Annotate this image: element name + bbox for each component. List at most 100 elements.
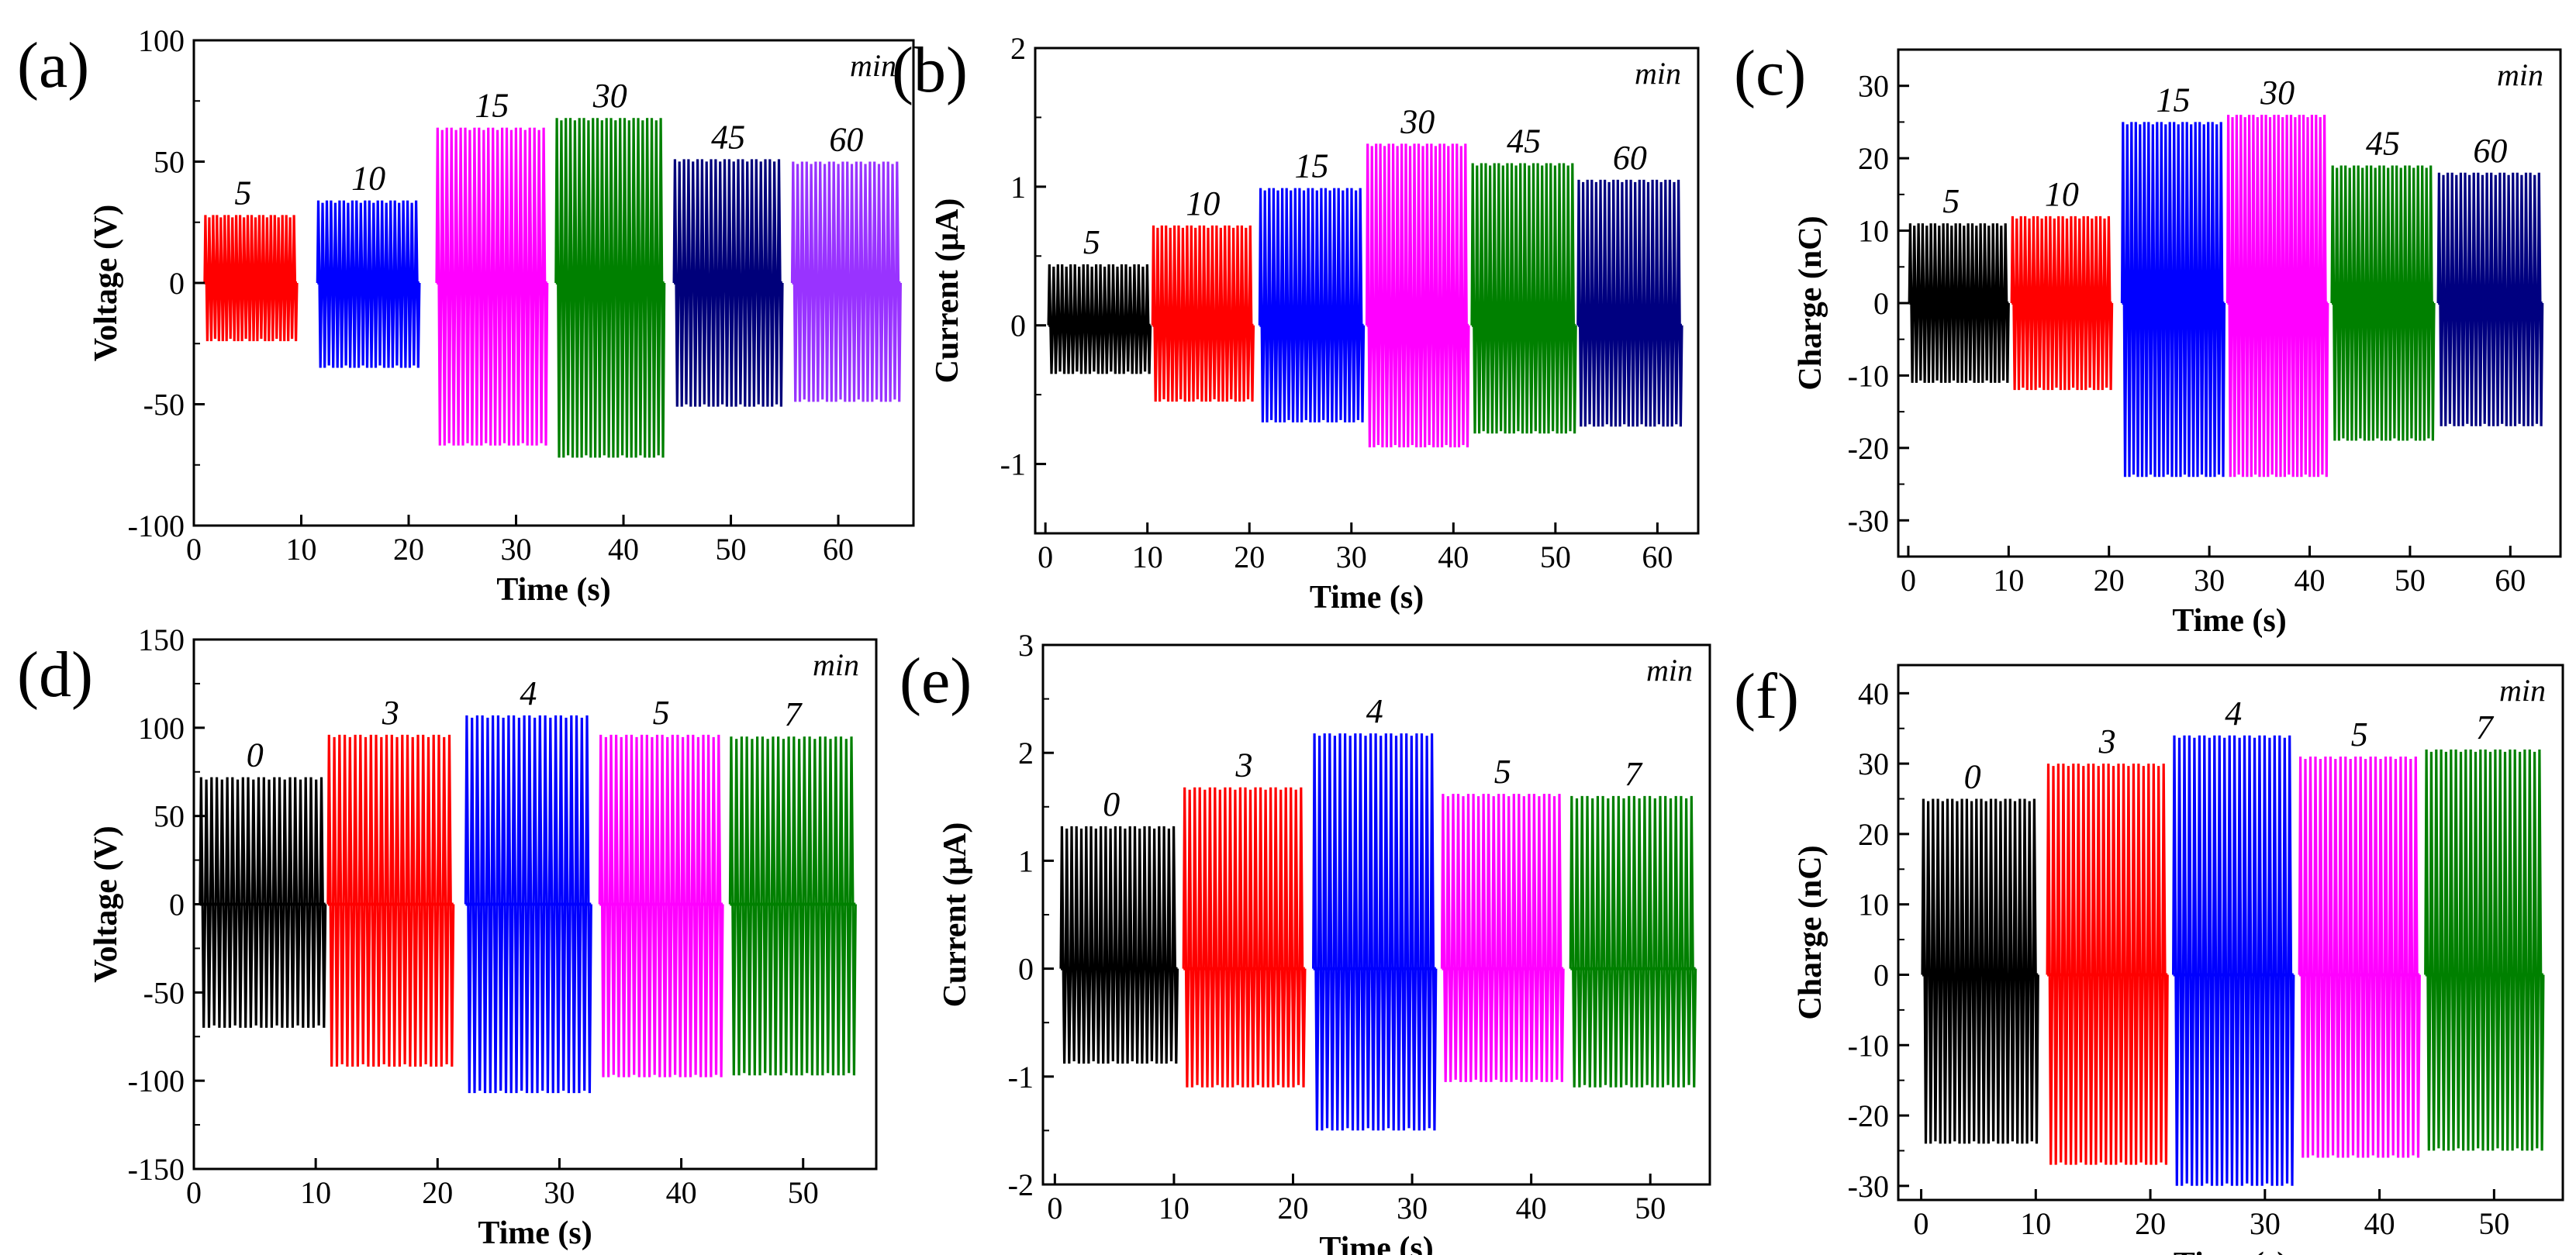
block-label: 4 [520, 674, 537, 712]
data-block-3 [1182, 787, 1307, 1088]
panel-label: (c) [1734, 37, 1806, 109]
x-tick-label: 30 [1397, 1191, 1428, 1226]
y-tick-label: 0 [1018, 952, 1034, 987]
y-axis-label: Voltage (V) [88, 205, 124, 362]
unit-label: min [813, 647, 859, 682]
x-tick-label: 10 [286, 532, 317, 567]
y-tick-label: -1 [1008, 1060, 1034, 1095]
data-block-15 [1258, 188, 1366, 422]
y-tick-label: 10 [1858, 888, 1889, 922]
block-label: 5 [1083, 223, 1100, 261]
y-tick-label: 100 [138, 711, 185, 746]
x-tick-label: 0 [1914, 1206, 1929, 1241]
y-tick-label: 3 [1018, 628, 1034, 663]
block-label: 7 [2476, 709, 2495, 746]
x-axis-label: Time (s) [1319, 1231, 1433, 1255]
panel-label: (e) [900, 645, 972, 717]
unit-label: min [2499, 673, 2546, 708]
data-block-5 [1047, 264, 1152, 374]
block-label: 60 [829, 121, 863, 159]
x-tick-label: 30 [501, 532, 532, 567]
y-tick-label: -30 [1848, 503, 1889, 538]
block-label: 7 [784, 695, 803, 733]
x-tick-label: 0 [1047, 1191, 1062, 1226]
x-tick-label: 10 [1993, 563, 2024, 598]
block-label: 0 [1103, 785, 1120, 823]
axes-frame [1897, 664, 2564, 1202]
y-axis-label: Charge (nC) [1793, 215, 1828, 390]
block-label: 5 [1942, 182, 1960, 220]
axes-frame [1034, 47, 1700, 535]
y-axis-label: Voltage (V) [88, 826, 124, 983]
x-tick-label: 30 [2250, 1206, 2281, 1241]
block-label: 15 [475, 87, 509, 125]
x-axis-label: Time (s) [2174, 1246, 2288, 1255]
block-label: 10 [2045, 175, 2079, 213]
block-label: 3 [382, 694, 399, 732]
block-label: 3 [2098, 722, 2116, 760]
x-axis-label: Time (s) [1310, 580, 1424, 615]
x-tick-label: 40 [2295, 563, 2326, 598]
block-label: 0 [1964, 758, 1981, 796]
x-tick-label: 60 [1642, 540, 1673, 574]
x-tick-label: 20 [393, 532, 424, 567]
data-block-3 [2046, 764, 2169, 1165]
y-tick-label: 50 [154, 145, 185, 180]
block-label: 10 [1186, 184, 1220, 222]
x-tick-label: 10 [2020, 1206, 2051, 1241]
data-block-7 [2424, 749, 2545, 1151]
block-label: 30 [592, 77, 627, 115]
unit-label: min [1646, 653, 1693, 688]
y-tick-label: -50 [143, 388, 185, 422]
x-tick-label: 50 [2478, 1206, 2509, 1241]
x-tick-label: 50 [1635, 1191, 1666, 1226]
x-axis-label: Time (s) [2172, 603, 2286, 639]
y-tick-label: -30 [1848, 1169, 1889, 1204]
x-tick-label: 10 [1132, 540, 1163, 574]
data-block-0 [1059, 826, 1179, 1064]
data-block-60 [2436, 172, 2544, 426]
block-label: 45 [711, 118, 745, 156]
y-tick-label: 1 [1018, 843, 1034, 878]
y-tick-label: -10 [1848, 1028, 1889, 1063]
y-tick-label: 0 [169, 266, 185, 301]
y-tick-label: 2 [1018, 736, 1034, 771]
x-tick-label: 50 [716, 532, 747, 567]
y-tick-label: -1 [1000, 447, 1026, 482]
y-tick-label: -20 [1848, 1098, 1889, 1133]
block-label: 45 [1507, 122, 1541, 160]
data-block-7 [728, 736, 857, 1076]
y-tick-label: 40 [1858, 676, 1889, 711]
x-tick-label: 30 [2194, 563, 2225, 598]
x-tick-label: 50 [2395, 563, 2426, 598]
y-tick-label: 30 [1858, 746, 1889, 781]
x-tick-label: 30 [1336, 540, 1367, 574]
x-tick-label: 40 [666, 1175, 697, 1210]
chart-panel-d: 0 3 4 5 7 0 10 20 30 40 50 -150 -100 -50 0 50 100 150 Time… [17, 622, 878, 1251]
data-block-4 [1312, 733, 1438, 1131]
x-tick-label: 0 [1901, 563, 1916, 598]
y-tick-label: -20 [1848, 431, 1889, 466]
block-label: 5 [653, 694, 670, 732]
y-tick-label: -100 [128, 509, 185, 543]
y-tick-label: 0 [1873, 957, 1889, 992]
y-tick-label: -100 [128, 1064, 185, 1098]
x-tick-label: 20 [422, 1175, 453, 1210]
x-tick-label: 10 [300, 1175, 331, 1210]
data-block-30 [554, 118, 666, 458]
x-tick-label: 40 [1438, 540, 1469, 574]
y-tick-label: -150 [128, 1152, 185, 1187]
data-block-10 [1151, 225, 1255, 402]
block-label: 4 [1366, 692, 1383, 730]
panel-label: (a) [17, 29, 89, 102]
x-tick-label: 40 [2364, 1206, 2395, 1241]
block-label: 60 [2473, 132, 2507, 170]
x-tick-label: 60 [823, 532, 854, 567]
x-tick-label: 50 [1540, 540, 1571, 574]
chart-panel-c: 5 10 15 30 45 60 0 10 20 30 40 50 60 -30 -20 -10 0 10 20 30… [1734, 37, 2562, 639]
chart-panel-a: 5 10 15 30 45 60 0 10 20 30 40 50 60 -100 -50 0 50 100 Tim… [17, 23, 915, 608]
block-label: 7 [1625, 755, 1643, 793]
panel-label: (d) [17, 639, 93, 711]
data-block-7 [1569, 795, 1697, 1088]
block-label: 5 [2351, 715, 2368, 753]
